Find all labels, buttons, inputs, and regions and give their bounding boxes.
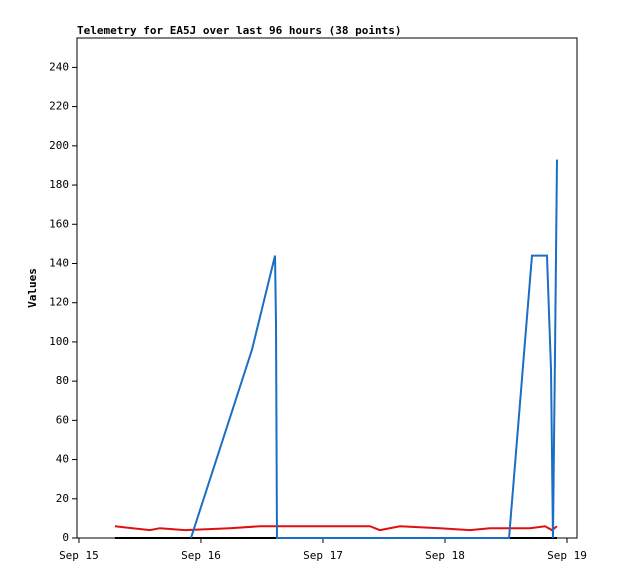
y-tick-label: 200 xyxy=(49,139,69,152)
y-axis-label: Values xyxy=(26,268,39,308)
y-tick-label: 80 xyxy=(56,374,69,387)
x-tick-label: Sep 19 xyxy=(547,549,587,562)
y-tick-label: 40 xyxy=(56,453,69,466)
series-line xyxy=(190,159,558,539)
y-tick-label: 140 xyxy=(49,256,69,269)
x-tick-label: Sep 17 xyxy=(303,549,343,562)
x-tick-label: Sep 18 xyxy=(425,549,465,562)
x-tick-label: Sep 15 xyxy=(59,549,99,562)
chart-title: Telemetry for EA5J over last 96 hours (3… xyxy=(77,24,402,37)
y-tick-label: 160 xyxy=(49,217,69,230)
y-tick-label: 20 xyxy=(56,492,69,505)
y-tick-label: 0 xyxy=(62,531,69,544)
series-line xyxy=(114,525,558,532)
y-tick-label: 220 xyxy=(49,100,69,113)
y-tick-label: 120 xyxy=(49,296,69,309)
y-tick-label: 60 xyxy=(56,413,69,426)
y-tick-label: 240 xyxy=(49,60,69,73)
y-tick-label: 180 xyxy=(49,178,69,191)
plot-frame xyxy=(76,37,578,539)
x-tick-label: Sep 16 xyxy=(181,549,221,562)
y-tick-label: 100 xyxy=(49,335,69,348)
